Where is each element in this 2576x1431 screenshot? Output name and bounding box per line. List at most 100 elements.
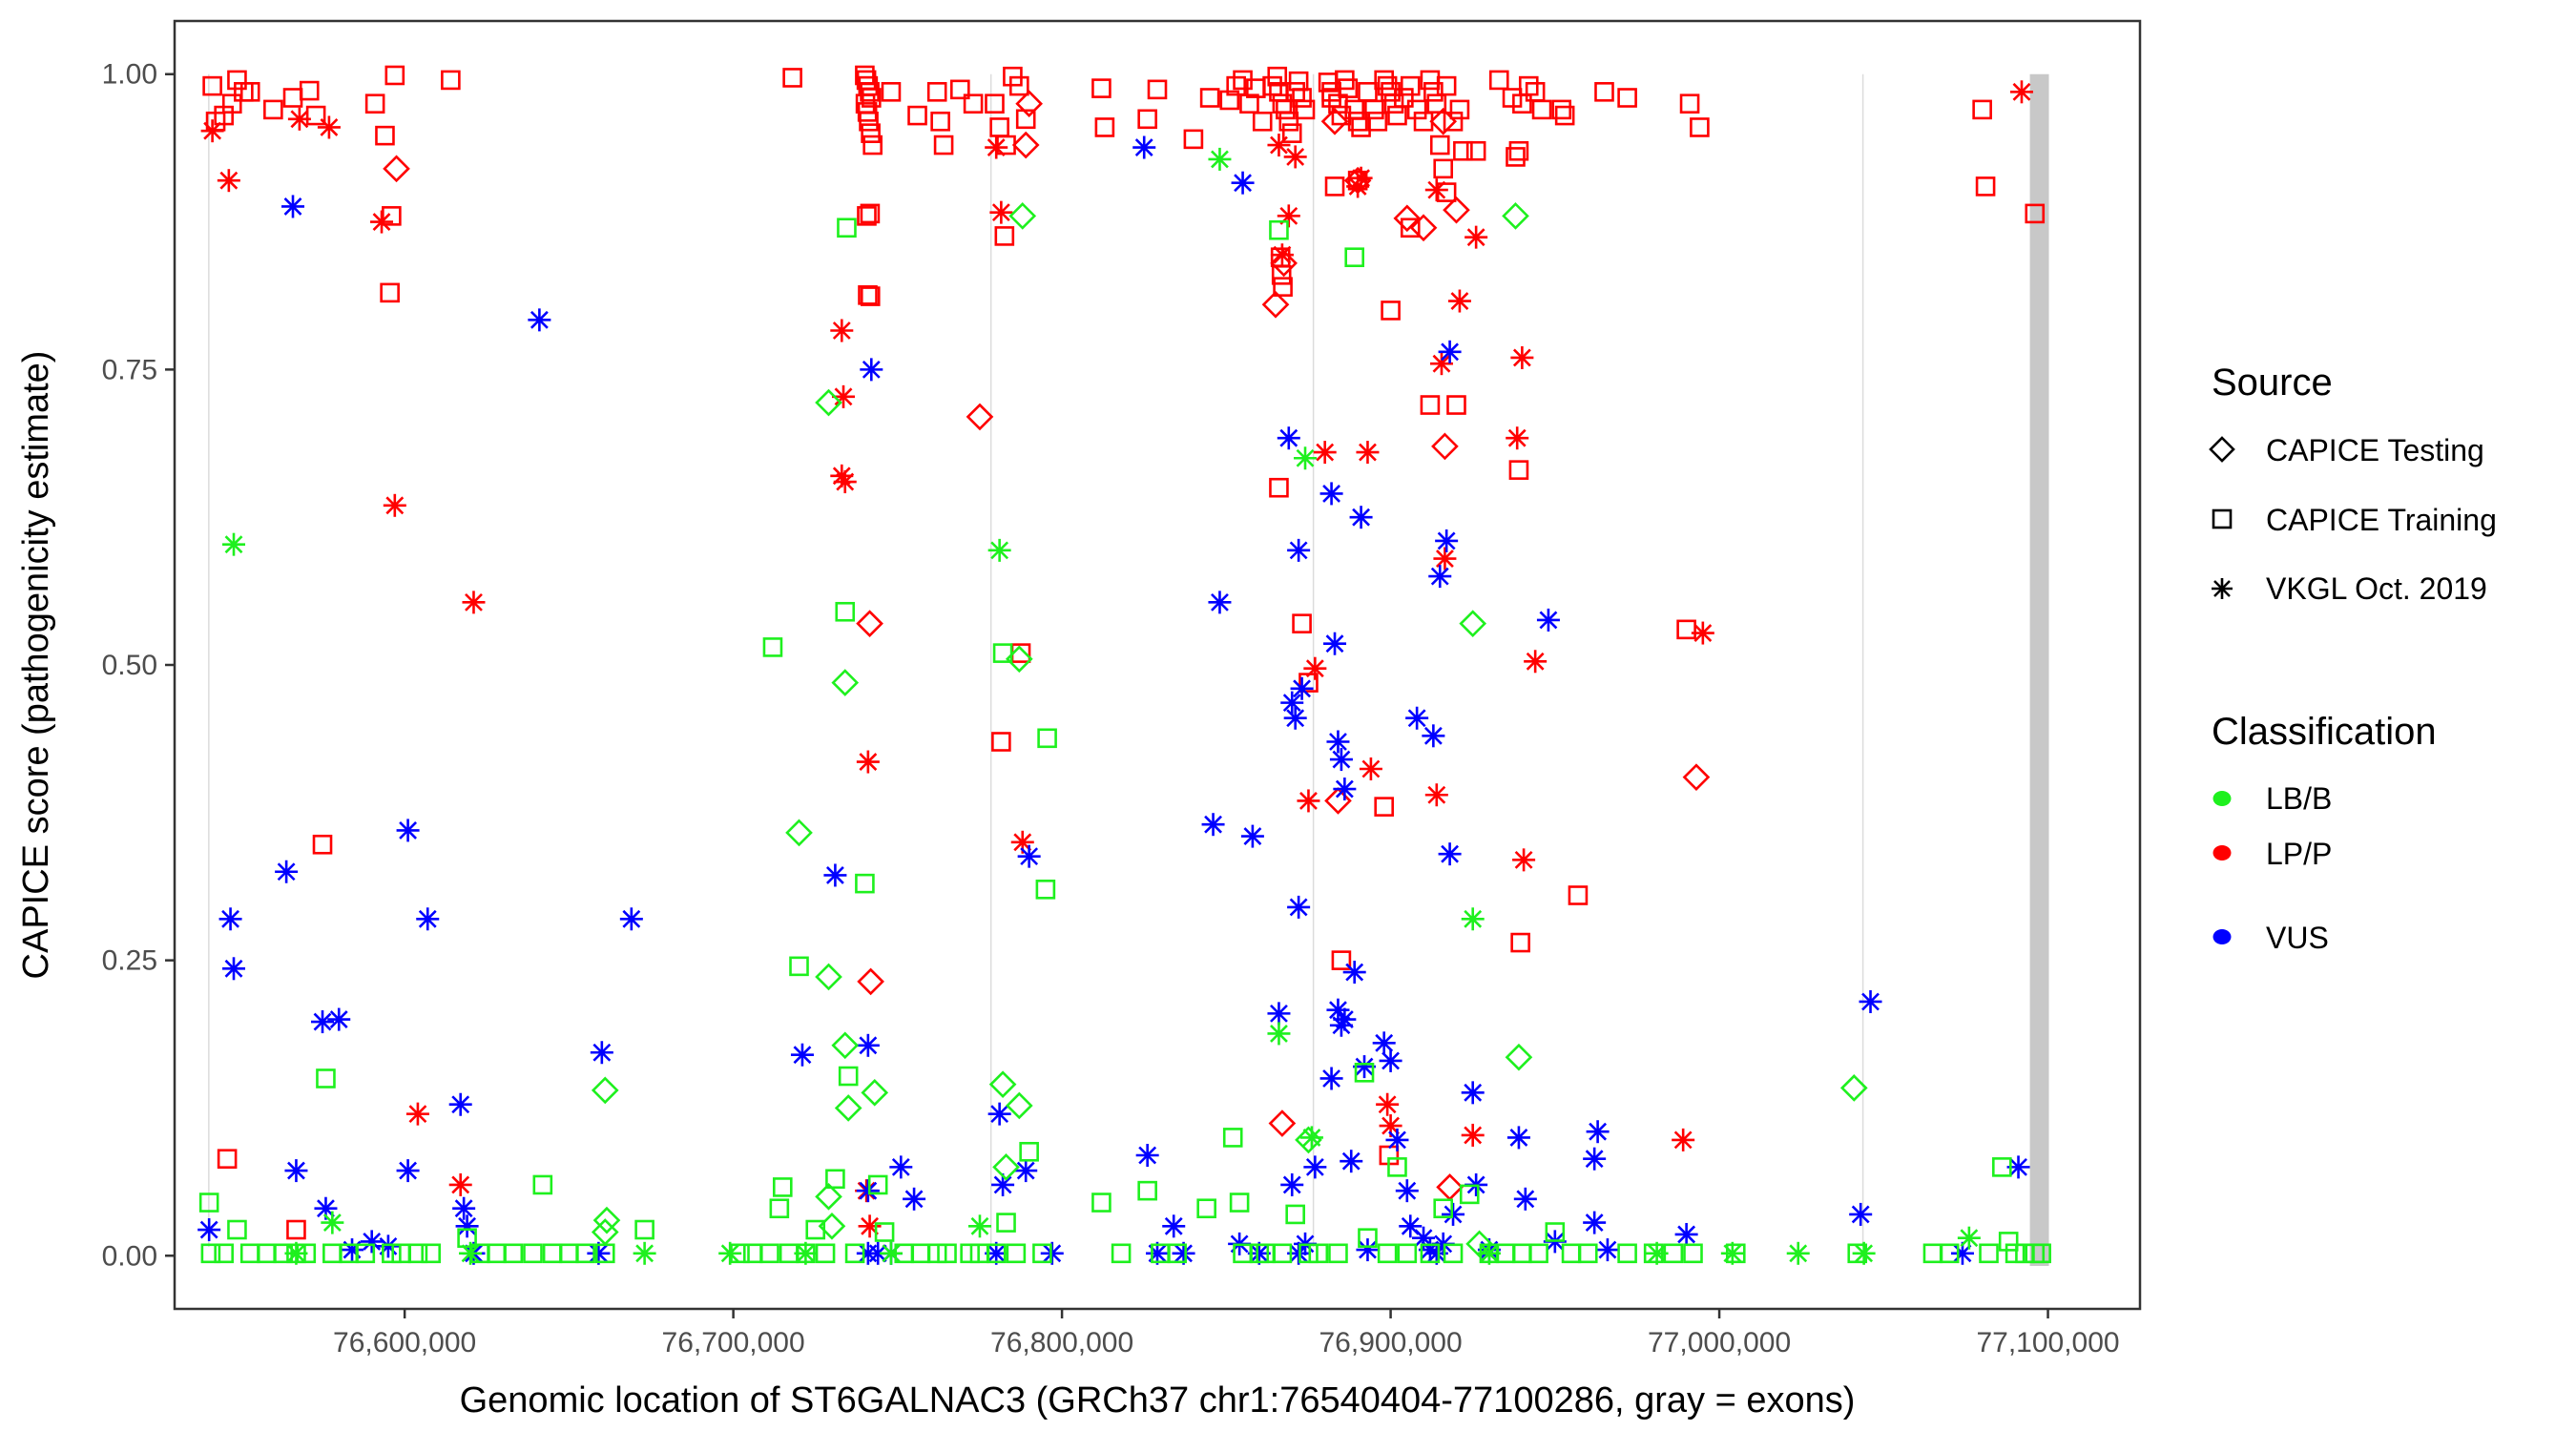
data-point-asterisk [1333, 1007, 1357, 1031]
data-point-square [217, 1149, 238, 1170]
data-point-square [769, 1198, 790, 1219]
data-point-asterisk [1433, 547, 1457, 570]
data-point-diamond [1320, 107, 1349, 135]
data-point-square [1267, 66, 1288, 87]
data-point-diamond [1505, 1043, 1533, 1071]
data-point-square [1488, 70, 1509, 91]
data-point-diamond [1270, 249, 1298, 278]
data-point-square [457, 1228, 477, 1248]
data-point-asterisk [222, 532, 246, 556]
data-point-square [1975, 176, 1996, 197]
data-point-asterisk [1435, 529, 1459, 552]
data-point-square [1094, 117, 1115, 137]
data-point-asterisk [1340, 1150, 1363, 1173]
data-point-diamond [1261, 290, 1290, 319]
data-point-diamond [592, 1206, 621, 1234]
data-point-asterisk [287, 107, 311, 131]
data-point-diamond [815, 963, 842, 991]
data-point-asterisk [1372, 1031, 1396, 1055]
data-point-square [1273, 277, 1293, 297]
y-tick-label: 0.00 [102, 1240, 157, 1272]
data-point-asterisk [590, 1041, 613, 1065]
data-point-square [1147, 79, 1168, 100]
data-point-diamond [1393, 204, 1422, 233]
data-point-asterisk [1240, 824, 1264, 848]
data-point-asterisk [856, 1179, 880, 1203]
data-point-square [382, 206, 402, 226]
data-point-square [1281, 123, 1302, 143]
data-point-square [1276, 99, 1296, 120]
green-dot-icon [2212, 791, 2232, 806]
y-axis-title: CAPICE score (pathogenicity estimate) [16, 351, 56, 980]
data-point-square [992, 643, 1013, 663]
data-point-asterisk [341, 1238, 364, 1262]
data-point-asterisk [1429, 352, 1453, 376]
data-point-asterisk [1447, 289, 1471, 313]
data-point-asterisk [633, 1241, 656, 1265]
data-point-asterisk [1405, 706, 1429, 730]
data-point-square [1383, 93, 1404, 114]
data-point-square [1222, 1128, 1243, 1148]
data-point-asterisk [1461, 1081, 1485, 1105]
data-point-diamond [785, 819, 813, 847]
data-point-diamond [857, 967, 884, 996]
data-point-square [1690, 117, 1710, 137]
data-point-asterisk [1510, 345, 1534, 369]
data-point-asterisk [1287, 895, 1311, 919]
data-point-square [1508, 140, 1529, 161]
data-point-asterisk [396, 1159, 420, 1183]
data-point-asterisk [1231, 171, 1255, 195]
data-point-square [1459, 1184, 1480, 1205]
square-icon [2212, 508, 2233, 529]
data-point-diamond [1015, 90, 1043, 118]
data-point-square [950, 79, 970, 100]
data-point-square [1381, 82, 1401, 102]
data-point-square [1568, 885, 1589, 905]
data-point-asterisk [1277, 426, 1300, 450]
data-point-diamond [1459, 610, 1487, 637]
data-point-square [994, 226, 1015, 246]
data-point-square [532, 1174, 553, 1195]
data-point-square [1226, 75, 1246, 96]
data-point-square [1423, 82, 1444, 102]
data-point-asterisk [1277, 204, 1300, 228]
data-point-square [1992, 1157, 2012, 1177]
data-point-diamond [831, 1031, 860, 1060]
data-point-asterisk [1270, 243, 1294, 267]
legend-item-capice-testing: CAPICE Testing [2209, 433, 2484, 467]
data-point-diamond [966, 403, 994, 431]
data-point-diamond [818, 1212, 846, 1240]
data-point-square [227, 70, 247, 91]
data-point-square [862, 135, 883, 156]
data-point-asterisk [284, 1241, 308, 1265]
data-point-square [1577, 1243, 1598, 1264]
data-point-asterisk [1674, 1222, 1698, 1246]
series-vus-vkgl-oct-2019 [197, 135, 2030, 1265]
data-point-square [286, 1219, 306, 1240]
data-point-asterisk [1297, 789, 1320, 813]
data-point-asterisk [1135, 1143, 1159, 1167]
data-point-square [1032, 1243, 1052, 1264]
data-point-asterisk [856, 1033, 880, 1057]
data-point-square [1446, 395, 1466, 415]
data-point-square [1594, 82, 1614, 102]
data-point-square [933, 135, 954, 156]
data-point-asterisk [383, 493, 406, 517]
data-point-diamond [1011, 131, 1040, 159]
data-point-asterisk [1346, 175, 1370, 198]
data-point-asterisk [1283, 706, 1307, 730]
data-point-square [782, 68, 802, 88]
guide-lines [208, 73, 1864, 1247]
data-point-asterisk [1957, 1226, 1981, 1250]
data-point-asterisk [281, 195, 305, 218]
data-point-square [1252, 111, 1273, 132]
data-point-diamond [1429, 107, 1458, 135]
data-point-asterisk [1424, 783, 1448, 807]
data-point-asterisk [1506, 1126, 1530, 1150]
data-point-square [1229, 1192, 1250, 1213]
data-point-square [1979, 1243, 1999, 1264]
data-point-square [1394, 88, 1414, 108]
data-point-asterisk [416, 907, 440, 931]
data-point-asterisk [1513, 1187, 1537, 1211]
data-point-square [960, 1243, 980, 1264]
